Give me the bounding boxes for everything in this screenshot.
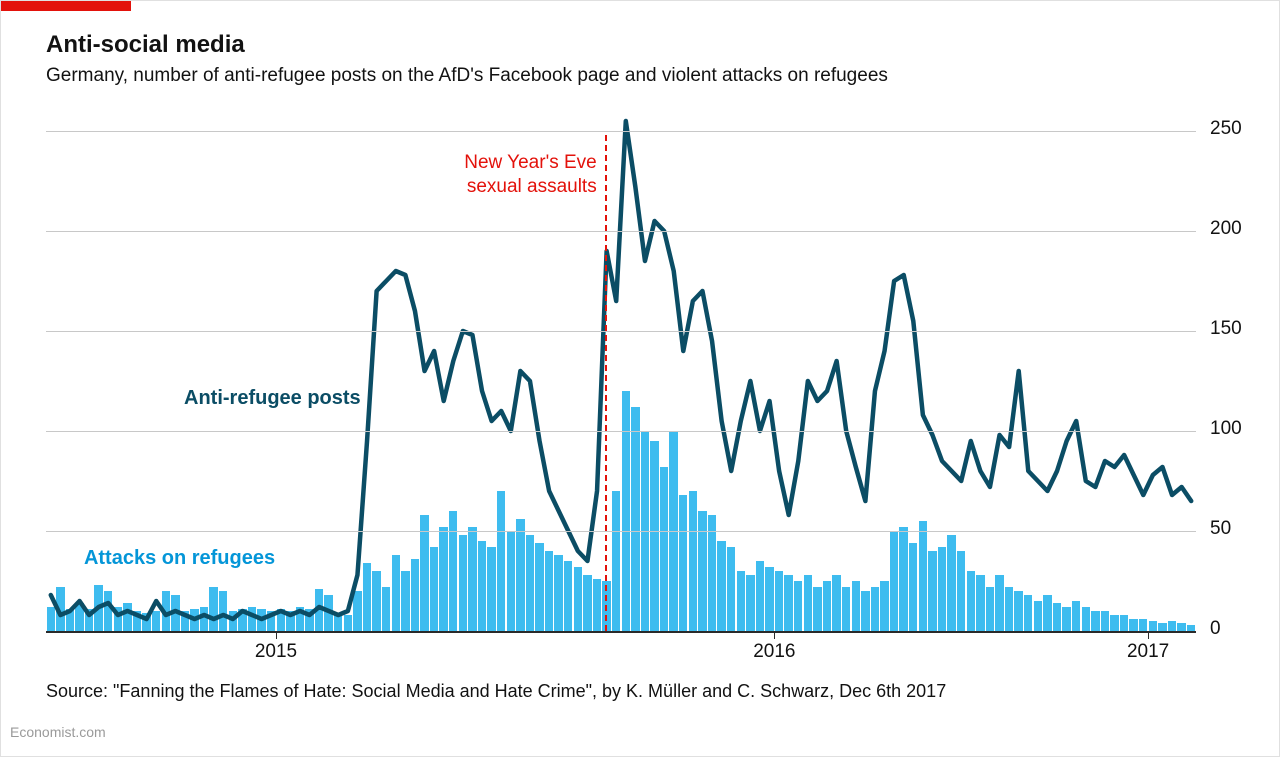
credit-text: Economist.com	[10, 724, 106, 740]
gridline	[46, 131, 1196, 132]
y-tick-label: 200	[1210, 218, 1242, 240]
x-tick-label: 2015	[255, 641, 297, 663]
annotation-line	[605, 135, 607, 631]
line-series-label: Anti-refugee posts	[184, 387, 361, 410]
x-tick-label: 2017	[1127, 641, 1169, 663]
x-tick-mark	[774, 631, 775, 639]
bar-series-label: Attacks on refugees	[84, 547, 275, 570]
y-tick-label: 250	[1210, 118, 1242, 140]
x-axis-baseline	[46, 631, 1196, 633]
x-tick-label: 2016	[753, 641, 795, 663]
x-tick-mark	[1148, 631, 1149, 639]
chart-subtitle: Germany, number of anti-refugee posts on…	[46, 65, 888, 87]
chart-title: Anti-social media	[46, 31, 245, 59]
gridline	[46, 431, 1196, 432]
gridline	[46, 531, 1196, 532]
x-tick-mark	[276, 631, 277, 639]
line-series	[51, 121, 1191, 619]
y-tick-label: 50	[1210, 518, 1231, 540]
annotation-text: New Year's Evesexual assaults	[464, 151, 596, 199]
y-tick-label: 150	[1210, 318, 1242, 340]
gridline	[46, 331, 1196, 332]
plot-area: 050100150200250201520162017New Year's Ev…	[46, 111, 1196, 631]
chart-container: Anti-social media Germany, number of ant…	[0, 0, 1280, 757]
y-tick-label: 100	[1210, 418, 1242, 440]
source-text: Source: "Fanning the Flames of Hate: Soc…	[46, 681, 946, 702]
gridline	[46, 231, 1196, 232]
economist-red-tab	[1, 1, 131, 11]
y-tick-label: 0	[1210, 618, 1221, 640]
